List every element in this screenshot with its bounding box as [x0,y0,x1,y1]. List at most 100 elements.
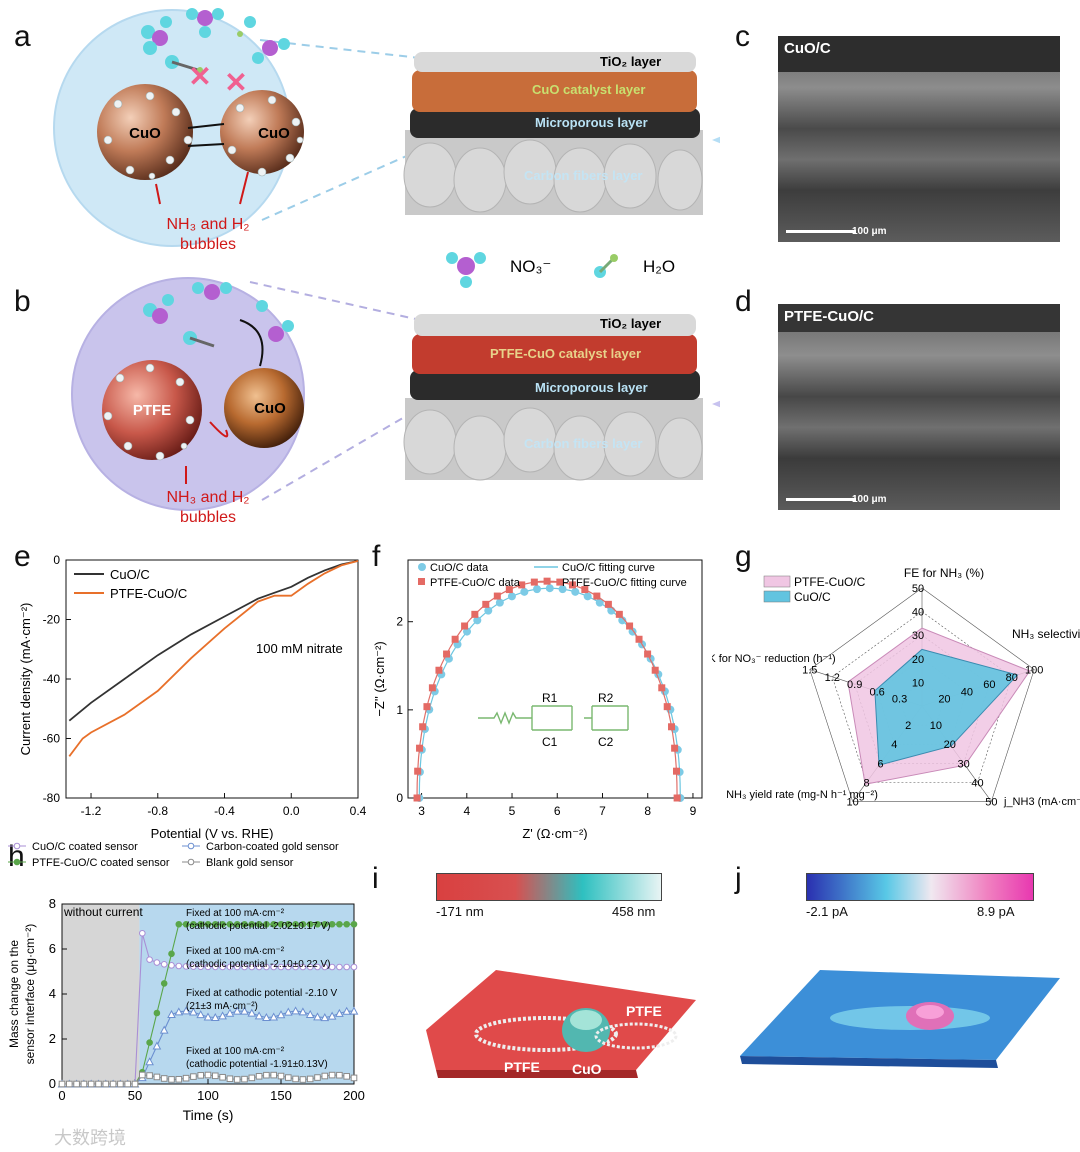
marker-h-2 [145,1057,154,1066]
circuit-c2: C2 [598,735,614,749]
marker-h-3 [58,1080,66,1088]
radar-tick-2: 30 [957,758,969,770]
marker-h-3 [299,1076,307,1083]
data-point-f-1 [461,622,469,630]
radar-tick-2: 20 [944,739,956,751]
marker-h-2 [167,1009,176,1018]
radar-tick-0: 30 [912,630,924,642]
marker-h-2 [320,1013,330,1022]
circuit-block1 [531,705,573,731]
data-point-f-1 [471,610,479,618]
data-point-f-1 [482,600,490,608]
x-tick-label-e: -1.2 [81,804,102,818]
afm-i-label-ptfe-left: PTFE [504,1059,540,1075]
radar-tick-0: 50 [912,583,924,595]
marker-h-1 [321,920,329,928]
radar-tick-4: 1.2 [825,672,840,684]
data-point-f-1 [671,744,679,752]
marker-h-3 [219,1073,226,1081]
marker-h-2 [210,1012,220,1022]
marker-h-0 [343,963,351,971]
radar-axis-label-4: K for NO₃⁻ reduction (h⁻¹) [712,653,836,665]
marker-h-3 [285,1074,292,1081]
shade-label-h: without current [63,905,143,919]
y-tick-label-e: -20 [43,613,61,627]
marker-h-3 [124,1080,132,1088]
layer-a-tio2: TiO₂ layer [600,54,661,69]
fit-curve-f-1 [416,580,678,799]
marker-h-2 [203,1012,213,1021]
marker-h-0 [321,963,329,971]
x-tick-label-h: 150 [270,1088,292,1103]
radar-axis-label-1: NH₃ selectivity (%) [1012,627,1080,641]
marker-h-2 [269,1012,279,1021]
marker-h-1 [255,920,263,928]
data-point-f-1 [416,744,424,752]
panel-a-bubbles-line2: bubbles [180,236,236,253]
marker-h-3 [263,1071,270,1079]
radar-legend-swatch-1 [763,590,791,603]
layer-stack-b [403,314,703,481]
chart-f: 3 4 5 6 7 8 9 0 1 2 Z' (Ω·cm⁻²) −Z'' (Ω·cm⁻²) CuO/C … [372,559,703,840]
marker-h-3 [321,1072,329,1080]
legend-label-e-0: CuO/C [110,567,150,582]
data-point-f-1 [428,684,436,692]
x-tick-label-e: -0.4 [214,804,235,818]
y-axis-label-h-2: sensor interface (μg·cm⁻²) [23,924,37,1065]
marker-h-3 [87,1080,95,1088]
data-point-f-1 [568,581,576,589]
marker-h-2 [291,1006,300,1015]
marker-h-3 [80,1080,88,1088]
annotation-h-3-b: (cathodic potential -1.91±0.13V) [186,1059,328,1070]
marker-h-0 [292,963,299,971]
colorbar-i-max: 458 nm [612,904,656,919]
x-tick-label-f: 8 [644,804,651,818]
marker-h-0 [233,963,241,971]
shade-with-current [139,904,354,1084]
marker-h-0 [146,956,153,963]
marker-h-1 [153,1009,161,1017]
marker-h-3 [277,1072,285,1080]
circuit-r2: R2 [598,691,614,705]
data-point-f-0 [571,587,580,596]
data-point-f-1 [672,767,680,775]
sem-image-d: PTFE-CuO/C 100 μm [778,304,1060,510]
data-point-f-1 [581,586,589,594]
radar-tick-0: 20 [912,654,924,666]
y-tick-label-f: 0 [396,791,403,805]
marker-h-1 [248,920,256,928]
data-point-f-1 [615,610,623,618]
marker-h-1 [219,920,226,928]
data-point-f-1 [493,592,501,600]
annotation-e: 100 mM nitrate [256,641,343,656]
marker-h-3 [117,1080,124,1088]
afm-i-label-cuo: CuO [572,1061,602,1077]
marker-h-3 [153,1073,161,1081]
data-point-f-0 [618,616,627,625]
data-point-f-1 [414,767,422,775]
chart-h: without current 0 50 100 150 200 0 2 4 6 8 Time (s)… [7,841,365,1123]
svg-text:✕: ✕ [224,67,247,98]
ptfe-label: PTFE [133,402,171,419]
data-point-f-0 [495,598,504,607]
y-tick-label-e: -40 [43,672,61,686]
layer-b-carbon: Carbon fibers layer [524,436,643,451]
layer-b-tio2: TiO₂ layer [600,316,661,331]
marker-h-2 [240,1006,249,1015]
data-point-f-0 [507,592,516,601]
panel-label-i: i [372,862,379,895]
marker-h-3 [131,1080,139,1088]
marker-h-0 [263,963,270,971]
data-point-f-1 [635,635,643,643]
watermark: 大数跨境 [54,1128,126,1148]
marker-h-0 [255,963,263,971]
radar-tick-3: 6 [877,758,883,770]
cuo-sphere [224,368,304,448]
chart-e: -1.2 -0.8 -0.4 0.0 0.4 0 -20 -40 -60 -80 Potential… [18,553,367,840]
legend-swatch-f-0 [418,563,426,571]
marker-h-0 [248,963,256,971]
marker-h-2 [174,1007,184,1016]
data-point-f-1 [658,684,666,692]
data-point-f-1 [443,650,451,658]
colorbar-i-min: -171 nm [436,904,484,919]
